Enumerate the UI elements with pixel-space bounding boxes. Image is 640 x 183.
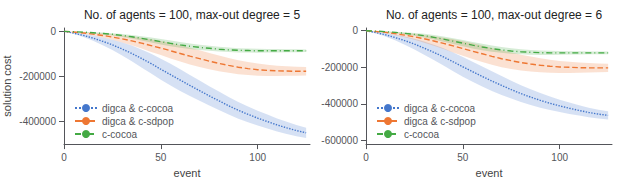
svg-text:-400000: -400000 — [19, 116, 56, 127]
svg-text:event: event — [174, 167, 201, 179]
svg-text:50: 50 — [155, 152, 167, 163]
svg-text:No. of agents = 100, max-out d: No. of agents = 100, max-out degree = 5 — [84, 8, 300, 22]
svg-text:100: 100 — [551, 152, 568, 163]
svg-text:-600000: -600000 — [321, 135, 358, 146]
svg-text:solution cost: solution cost — [1, 55, 13, 116]
svg-text:50: 50 — [457, 152, 469, 163]
svg-text:digca & c-cocoa: digca & c-cocoa — [102, 103, 174, 114]
svg-text:0: 0 — [352, 25, 358, 36]
svg-text:c-cocoa: c-cocoa — [102, 129, 137, 140]
svg-text:100: 100 — [249, 152, 266, 163]
svg-text:No. of agents = 100, max-out d: No. of agents = 100, max-out degree = 6 — [386, 8, 602, 22]
svg-text:-200000: -200000 — [19, 71, 56, 82]
svg-text:digca & c-cocoa: digca & c-cocoa — [404, 103, 476, 114]
svg-text:c-cocoa: c-cocoa — [404, 129, 439, 140]
svg-text:-400000: -400000 — [321, 98, 358, 109]
svg-text:-200000: -200000 — [321, 62, 358, 73]
svg-text:digca & c-sdpop: digca & c-sdpop — [404, 116, 476, 127]
svg-text:event: event — [476, 167, 503, 179]
svg-text:digca & c-sdpop: digca & c-sdpop — [102, 116, 174, 127]
svg-text:0: 0 — [50, 26, 56, 37]
svg-text:0: 0 — [61, 152, 67, 163]
svg-text:0: 0 — [363, 152, 369, 163]
